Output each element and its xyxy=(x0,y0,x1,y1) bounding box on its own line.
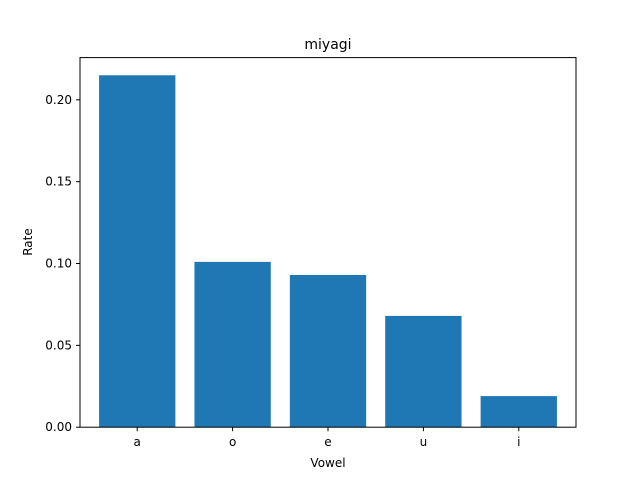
y-axis-label: Rate xyxy=(21,228,35,256)
y-tick-label: 0.10 xyxy=(45,257,72,271)
x-tick-label: e xyxy=(324,435,331,449)
x-axis-label: Vowel xyxy=(310,456,345,470)
bar-o xyxy=(194,261,271,428)
x-tick-label: o xyxy=(229,435,236,449)
y-axis-ticks: 0.00 0.05 0.10 0.15 0.20 xyxy=(45,93,80,434)
bar-a xyxy=(99,75,176,428)
y-tick-label: 0.15 xyxy=(45,175,72,189)
y-tick-label: 0.05 xyxy=(45,338,72,352)
y-tick-label: 0.20 xyxy=(45,93,72,107)
plot-frame xyxy=(79,57,577,428)
bar-i xyxy=(480,396,557,428)
bars-group xyxy=(99,75,557,428)
x-tick-label: i xyxy=(517,435,520,449)
bar-u xyxy=(385,315,462,428)
bar-e xyxy=(289,274,367,428)
y-tick-label: 0.00 xyxy=(45,420,72,434)
x-tick-label: u xyxy=(420,435,428,449)
x-tick-label: a xyxy=(134,435,141,449)
chart-title: miyagi xyxy=(304,37,351,53)
